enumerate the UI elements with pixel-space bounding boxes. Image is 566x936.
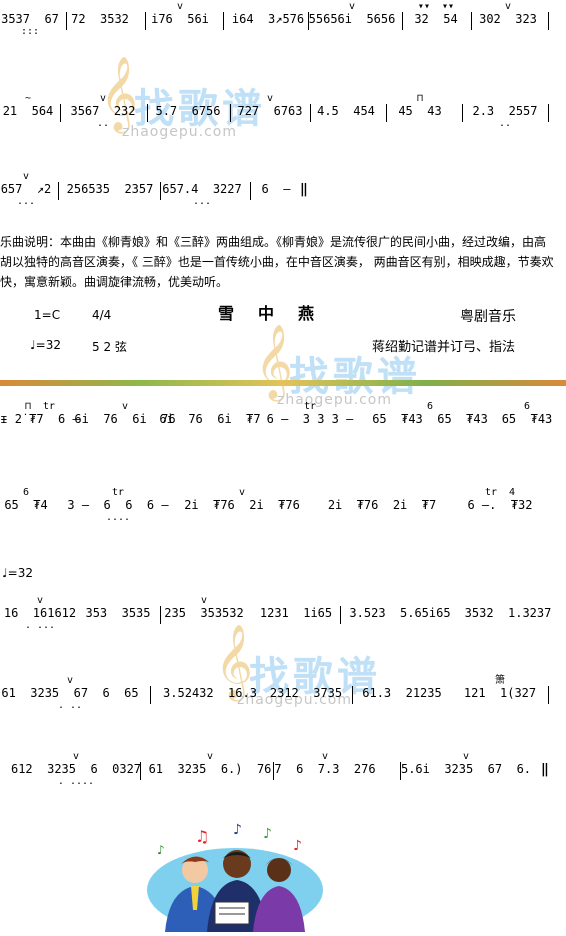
score-bar: 6 65 ₮43 xyxy=(501,401,553,426)
score-bar: tr 6 – 3 3 3 – xyxy=(266,401,354,426)
bar-line xyxy=(160,182,161,200)
score-bar: 6 65 ₮43 65 ₮43 xyxy=(372,401,488,426)
singers-clipart-icon: ♫ ♪ ♪ ♪ ♪ xyxy=(147,822,323,932)
score-system-6: v 16 161612. ... 353 3535 v 235 353532 123… xyxy=(0,594,566,638)
svg-text:♪: ♪ xyxy=(157,843,165,857)
bar-line xyxy=(471,12,472,30)
score-bar: 2i ₮76 2i ₮7 xyxy=(327,498,437,512)
bar-line xyxy=(66,12,67,30)
bar-line xyxy=(548,12,549,30)
score-bar: v 61 3235 6.) 76 xyxy=(148,751,272,776)
key-signature: 1=C xyxy=(34,308,61,322)
tempo: ♩=32 xyxy=(2,566,33,580)
bar-line xyxy=(60,104,61,122)
score-system-8: v 612 3235 6 0327. .... v 61 3235 6.) 76 v… xyxy=(0,750,566,794)
score-system-2: ~21 564 v 3567 232.. 5.7 6756 v 727 6763 4… xyxy=(0,92,566,136)
bar-line xyxy=(145,12,146,30)
bar-line xyxy=(140,762,141,780)
score-bar: 3532 1.3237 xyxy=(464,606,552,620)
score-bar: v 657 ↗2... xyxy=(0,171,52,207)
score-bar: 72 3532 xyxy=(71,12,129,26)
bar-line xyxy=(273,762,274,780)
bar-line xyxy=(462,104,463,122)
bar-line xyxy=(310,104,311,122)
score-bar: 6 – xyxy=(261,182,291,196)
svg-text:♪: ♪ xyxy=(293,838,302,854)
score-bar: ⊓ 45 43 xyxy=(398,93,442,118)
bar-line xyxy=(160,606,161,624)
genre: 粤剧音乐 xyxy=(460,309,516,325)
score-system-5: 6 65 ₮4 tr 3 – 6 6 6 –.... v 2i ₮76 2i ₮76 … xyxy=(0,486,566,530)
score-bar: 4.5 454 xyxy=(317,104,375,118)
score-bar: v 235 353532 xyxy=(164,595,244,620)
svg-text:♫: ♫ xyxy=(195,827,209,846)
bar-line xyxy=(230,104,231,122)
score-bar: 2.3 2557.. xyxy=(472,104,538,129)
final-barline: ‖ xyxy=(300,182,308,197)
score-bar: 箫 121 1(327 xyxy=(463,675,537,700)
bar-line xyxy=(147,104,148,122)
bar-line xyxy=(58,182,59,200)
score-bar: 3.523 5.65i65 xyxy=(349,606,451,620)
bar-line xyxy=(548,686,549,704)
tuning: 5 2 弦 xyxy=(92,340,127,354)
svg-text:♪: ♪ xyxy=(233,822,242,838)
bar-line xyxy=(402,12,403,30)
bar-line xyxy=(400,762,401,780)
score-bar: i64 3↗576 xyxy=(231,12,305,26)
bar-line xyxy=(340,606,341,624)
score-bar: 1231 1i65 xyxy=(259,606,333,620)
score-system-4: ⊓ tr ᵻ 2̇ ₮7 6 – v 6i 76 6i 76 6i 76 6i ₮7… xyxy=(0,400,566,444)
score-bar: 6i 76 6i ₮7 xyxy=(159,412,261,426)
bar-line xyxy=(223,12,224,30)
svg-text:♪: ♪ xyxy=(263,826,272,842)
time-signature: 4/4 xyxy=(92,308,112,322)
score-bar: 353 3535 xyxy=(85,606,151,620)
bar-line xyxy=(308,12,309,30)
score-bar: 256535 2357 xyxy=(66,182,154,196)
score-bar: 2312 3735 xyxy=(269,686,343,700)
bar-line xyxy=(150,686,151,704)
score-bar: ⊓ tr ᵻ 2̇ ₮7 6 – xyxy=(0,401,80,426)
bar-line xyxy=(352,686,353,704)
score-bar: 3.52432 16.3 xyxy=(163,686,257,700)
final-barline: ‖ xyxy=(541,762,549,777)
bar-line xyxy=(250,182,251,200)
score-system-7: v 61 3235 67 6 65. .. 3.52432 16.3 2312 3… xyxy=(0,674,566,718)
score-bar: 5.7 6756 xyxy=(155,104,221,118)
score-bar: v 55656i 5656 xyxy=(308,1,396,26)
score-bar: v 3567 232.. xyxy=(70,93,136,129)
score-bar: 6 65 ₮4 xyxy=(4,487,48,512)
score-bar: v 612 3235 6 0327. .... xyxy=(10,751,142,787)
score-bar: v i76 56i xyxy=(151,1,209,26)
score-system-3: v 657 ↗2... 256535 2357 657.4 3227... 6 –… xyxy=(0,170,566,214)
decorative-band xyxy=(0,380,566,386)
score-bar: v 61 3235 67 6 65. .. xyxy=(1,675,139,711)
score-bar: 3537 67::: xyxy=(1,12,59,37)
tempo: ♩=32 xyxy=(30,338,61,352)
score-bar: v 2i ₮76 2i ₮76 xyxy=(184,487,300,512)
page-title: 雪中燕 xyxy=(218,304,339,323)
description: 乐曲说明：本曲由《柳青娘》和《三醉》两曲组成。《柳青娘》是流传很广的民间小曲，经… xyxy=(0,235,554,289)
score-bar: ~21 564 xyxy=(2,93,54,118)
score-bar: 657.4 3227... xyxy=(162,182,242,207)
score-bar: ▾▾ ▾▾ 32 54 xyxy=(414,1,458,26)
bar-line xyxy=(386,104,387,122)
score-bar: 61.3 21235 xyxy=(362,686,442,700)
score-bar: v 727 6763 xyxy=(237,93,303,118)
credit: 蒋绍勤记谱并订弓、指法 xyxy=(372,340,516,355)
score-bar: v 5.6i 3235 67 6. xyxy=(400,751,532,776)
score-bar: v 16 161612. ... xyxy=(3,595,77,631)
bar-line xyxy=(548,104,549,122)
score-bar: v 6i 76 6i 76 xyxy=(74,401,176,426)
score-bar: v 302 323 xyxy=(479,1,537,26)
score-bar: tr 3 – 6 6 6 –.... xyxy=(67,487,169,523)
